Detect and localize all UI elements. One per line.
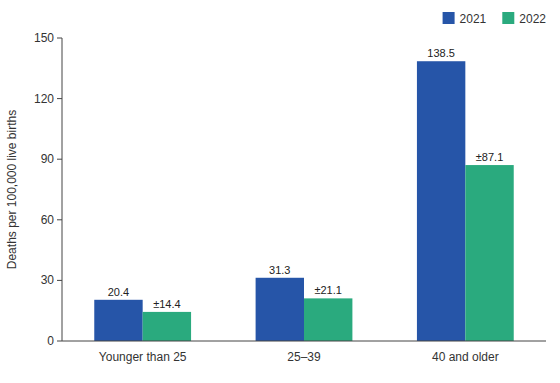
chart-svg: 20.4 31.3 138.5 ±14.4 ±21.1 ±87.1 0 30 60 90 120 15… (0, 0, 560, 383)
y-tick-label: 120 (34, 92, 54, 106)
y-tick (57, 38, 62, 39)
y-tick (57, 280, 62, 281)
y-tick-label: 0 (47, 334, 54, 348)
data-labels: 20.4 31.3 138.5 ±14.4 ±21.1 ±87.1 (108, 47, 504, 310)
legend-label: 2022 (519, 12, 546, 26)
y-axis-label: Deaths per 100,000 live births (5, 110, 19, 269)
data-label: ±14.4 (153, 298, 180, 310)
data-label: 31.3 (269, 264, 290, 276)
legend-item: 2021 (443, 12, 487, 26)
y-tick-label: 60 (41, 213, 55, 227)
bar (465, 165, 513, 341)
axes: 0 30 60 90 120 150 Younger than 25 25–39 40 and … (34, 31, 546, 364)
data-label: ±21.1 (314, 284, 341, 296)
x-axis-line (62, 341, 546, 342)
y-tick (57, 159, 62, 160)
legend-item: 2022 (502, 12, 546, 26)
y-tick-label: 90 (41, 152, 55, 166)
bar (256, 278, 304, 341)
legend: 2021 2022 (443, 12, 547, 26)
y-tick-label: 30 (41, 273, 55, 287)
data-label: 20.4 (108, 286, 129, 298)
y-tick (57, 219, 62, 220)
y-tick-label: 150 (34, 31, 54, 45)
bar (417, 61, 465, 341)
data-label: 138.5 (427, 47, 455, 59)
x-tick-label: 25–39 (287, 350, 321, 364)
x-tick-label: Younger than 25 (99, 350, 187, 364)
y-axis-line (62, 38, 63, 341)
y-tick (57, 98, 62, 99)
bars (94, 61, 513, 341)
legend-swatch (443, 12, 455, 24)
legend-label: 2021 (460, 12, 487, 26)
x-tick-label: 40 and older (432, 350, 499, 364)
bar (304, 298, 352, 341)
bar (143, 312, 191, 341)
chart-container: 20.4 31.3 138.5 ±14.4 ±21.1 ±87.1 0 30 60 90 120 15… (0, 0, 560, 383)
legend-swatch (502, 12, 514, 24)
bar (94, 300, 142, 341)
y-tick (57, 341, 62, 342)
data-label: ±87.1 (476, 151, 503, 163)
